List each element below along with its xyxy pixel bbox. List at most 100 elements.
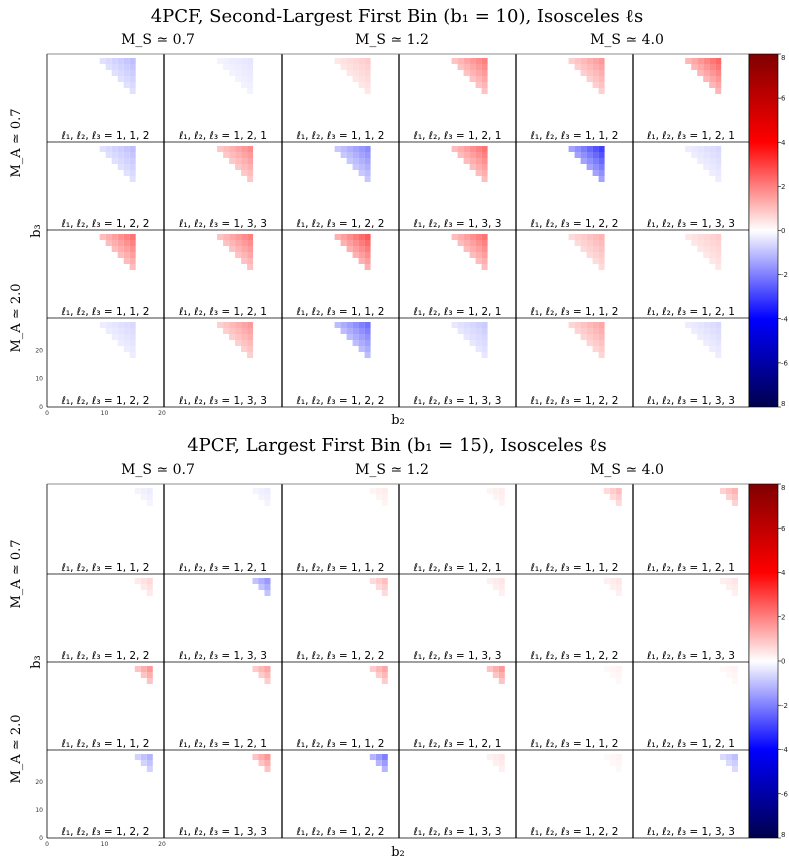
heatmap-cell xyxy=(129,240,136,246)
colorbar-tick-label: 6 xyxy=(781,525,786,533)
heatmap-cell xyxy=(264,754,271,760)
heatmap-cell xyxy=(469,328,476,334)
heatmap-cell xyxy=(247,322,254,328)
panel-label: ℓ₁, ℓ₂, ℓ₃ = 1, 1, 2 xyxy=(530,562,619,574)
heatmap-cell xyxy=(352,76,359,82)
heatmap-cell xyxy=(358,64,365,70)
heatmap-cell xyxy=(247,264,254,270)
heatmap-cell xyxy=(117,246,124,252)
heatmap-cell xyxy=(697,328,704,334)
heatmap-cell xyxy=(247,328,254,334)
heatmap-cell xyxy=(691,240,698,246)
heatmap-cell xyxy=(364,352,371,358)
heatmap-cell xyxy=(691,234,698,240)
heatmap-cell xyxy=(592,70,599,76)
heatmap-cell xyxy=(247,334,254,340)
heatmap-cell xyxy=(229,64,236,70)
heatmap-cell xyxy=(346,58,353,64)
heatmap-cell xyxy=(691,146,698,152)
heatmap-cell xyxy=(247,170,254,176)
heatmap-cell xyxy=(463,158,470,164)
panel-label: ℓ₁, ℓ₂, ℓ₃ = 1, 2, 2 xyxy=(530,826,619,838)
heatmap-cell xyxy=(364,258,371,264)
heatmap-cell xyxy=(364,340,371,346)
heatmap-cell xyxy=(615,488,622,494)
heatmap-cell xyxy=(703,340,710,346)
heatmap-cell xyxy=(105,58,112,64)
figure2-colorbar-ticks: 8 6 4 2 0 -2 -4 -6 8 xyxy=(778,483,789,839)
heatmap-cell xyxy=(241,328,248,334)
heatmap-cell xyxy=(229,70,236,76)
figure1-colorbar-ticks: 8 6 4 2 0 -2 -4 -6 8 xyxy=(778,53,789,408)
heatmap-panel: ℓ₁, ℓ₂, ℓ₃ = 1, 1, 2 xyxy=(296,234,385,318)
heatmap-cell xyxy=(258,494,265,500)
heatmap-cell xyxy=(492,760,499,766)
heatmap-cell xyxy=(715,82,722,88)
heatmap-cell xyxy=(481,164,488,170)
panel-label: ℓ₁, ℓ₂, ℓ₃ = 1, 2, 1 xyxy=(413,130,502,142)
heatmap-cell xyxy=(364,152,371,158)
heatmap-cell xyxy=(598,58,605,64)
heatmap-cell xyxy=(598,346,605,352)
heatmap-cell xyxy=(235,146,242,152)
heatmap-cell xyxy=(481,322,488,328)
heatmap-cell xyxy=(592,164,599,170)
heatmap-cell xyxy=(697,146,704,152)
heatmap-cell xyxy=(498,578,505,584)
heatmap-cell xyxy=(469,70,476,76)
heatmap-cell xyxy=(715,352,722,358)
heatmap-cell xyxy=(358,346,365,352)
heatmap-cell xyxy=(691,328,698,334)
heatmap-cell xyxy=(609,488,616,494)
heatmap-cell xyxy=(258,488,265,494)
heatmap-cell xyxy=(241,234,248,240)
heatmap-cell xyxy=(592,246,599,252)
x-tick-label: 20 xyxy=(158,410,166,417)
heatmap-cell xyxy=(129,246,136,252)
heatmap-cell xyxy=(574,58,581,64)
heatmap-cell xyxy=(715,164,722,170)
heatmap-cell xyxy=(481,252,488,258)
heatmap-cell xyxy=(709,322,716,328)
heatmap-cell xyxy=(703,146,710,152)
colorbar-tick-label: 2 xyxy=(781,613,785,621)
heatmap-cell xyxy=(732,584,738,590)
heatmap-cell xyxy=(598,322,605,328)
heatmap-cell xyxy=(709,152,716,158)
colorbar-tick-label: -4 xyxy=(781,315,789,323)
heatmap-cell xyxy=(703,70,710,76)
heatmap-cell xyxy=(685,322,692,328)
heatmap-cell xyxy=(463,70,470,76)
heatmap-panel: ℓ₁, ℓ₂, ℓ₃ = 1, 1, 2 xyxy=(530,666,622,750)
heatmap-cell xyxy=(247,152,254,158)
heatmap-cell xyxy=(475,328,482,334)
colorbar-tick-label: 8 xyxy=(781,400,785,408)
panel-label: ℓ₁, ℓ₂, ℓ₃ = 1, 2, 2 xyxy=(530,650,619,662)
heatmap-cell xyxy=(247,240,254,246)
panel-label: ℓ₁, ℓ₂, ℓ₃ = 1, 1, 2 xyxy=(296,306,385,318)
y-tick-label: 10 xyxy=(35,807,43,814)
heatmap-cell xyxy=(129,76,136,82)
heatmap-cell xyxy=(352,158,359,164)
heatmap-cell xyxy=(598,328,605,334)
heatmap-cell xyxy=(498,760,505,766)
heatmap-cell xyxy=(346,70,353,76)
heatmap-cell xyxy=(457,64,464,70)
figure2-xlabel: b₂ xyxy=(391,845,405,860)
heatmap-cell xyxy=(697,152,704,158)
heatmap-cell xyxy=(364,88,371,94)
heatmap-cell xyxy=(598,64,605,70)
heatmap-cell xyxy=(592,158,599,164)
heatmap-cell xyxy=(598,70,605,76)
heatmap-cell xyxy=(258,578,265,584)
heatmap-cell xyxy=(592,152,599,158)
heatmap-cell xyxy=(463,246,470,252)
heatmap-cell xyxy=(574,152,581,158)
heatmap-cell xyxy=(457,240,464,246)
heatmap-panel: ℓ₁, ℓ₂, ℓ₃ = 1, 3, 3 xyxy=(413,754,505,838)
heatmap-cell xyxy=(140,578,147,584)
heatmap-cell xyxy=(732,766,738,772)
heatmap-cell xyxy=(111,146,118,152)
heatmap-cell xyxy=(229,158,236,164)
heatmap-cell xyxy=(703,58,710,64)
